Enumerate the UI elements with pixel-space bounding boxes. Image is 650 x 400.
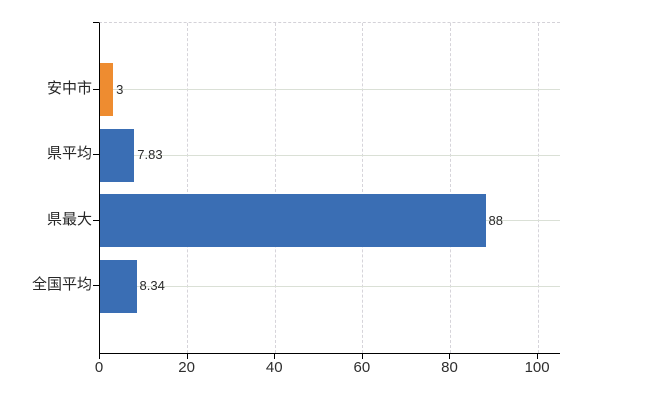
category-label: 県平均 <box>46 145 92 163</box>
bar-highlight <box>100 63 114 117</box>
x-axis-tick <box>186 354 188 359</box>
plot-area: 3 7.83 88 8.34 <box>99 22 560 354</box>
y-axis-tick <box>93 285 99 287</box>
category-label: 全国平均 <box>31 276 92 294</box>
value-label: 3 <box>116 81 124 97</box>
x-tick-label: 20 <box>178 359 195 376</box>
x-tick-label: 60 <box>353 359 371 376</box>
bar-series <box>100 259 137 313</box>
x-tick-label: 0 <box>94 359 104 376</box>
y-axis-tick <box>93 88 99 90</box>
category-gridline <box>100 285 560 287</box>
x-gridline <box>449 23 451 353</box>
value-label: 8.34 <box>139 278 165 294</box>
y-axis-tick <box>93 154 99 156</box>
category-gridline <box>100 154 560 156</box>
x-tick-label: 80 <box>441 359 458 376</box>
x-gridline <box>362 23 364 353</box>
y-axis-tick <box>93 219 99 221</box>
x-gridline <box>537 23 539 353</box>
value-label: 7.83 <box>137 147 163 163</box>
x-axis-tick <box>449 354 451 359</box>
x-gridline <box>187 23 189 353</box>
x-tick-label: 40 <box>265 359 283 376</box>
bar-series <box>100 128 135 182</box>
value-label: 88 <box>488 212 503 228</box>
x-axis-tick <box>537 354 539 359</box>
category-gridline <box>100 89 560 91</box>
y-axis-end-tick <box>93 22 99 23</box>
x-gridline <box>274 23 276 353</box>
x-tick-label: 100 <box>524 359 550 376</box>
bar-series <box>100 194 486 248</box>
category-label: 安中市 <box>46 79 92 97</box>
x-axis-tick <box>274 354 276 359</box>
category-label: 県最大 <box>46 210 92 228</box>
x-axis-tick <box>361 354 363 359</box>
x-axis-tick <box>99 354 100 359</box>
